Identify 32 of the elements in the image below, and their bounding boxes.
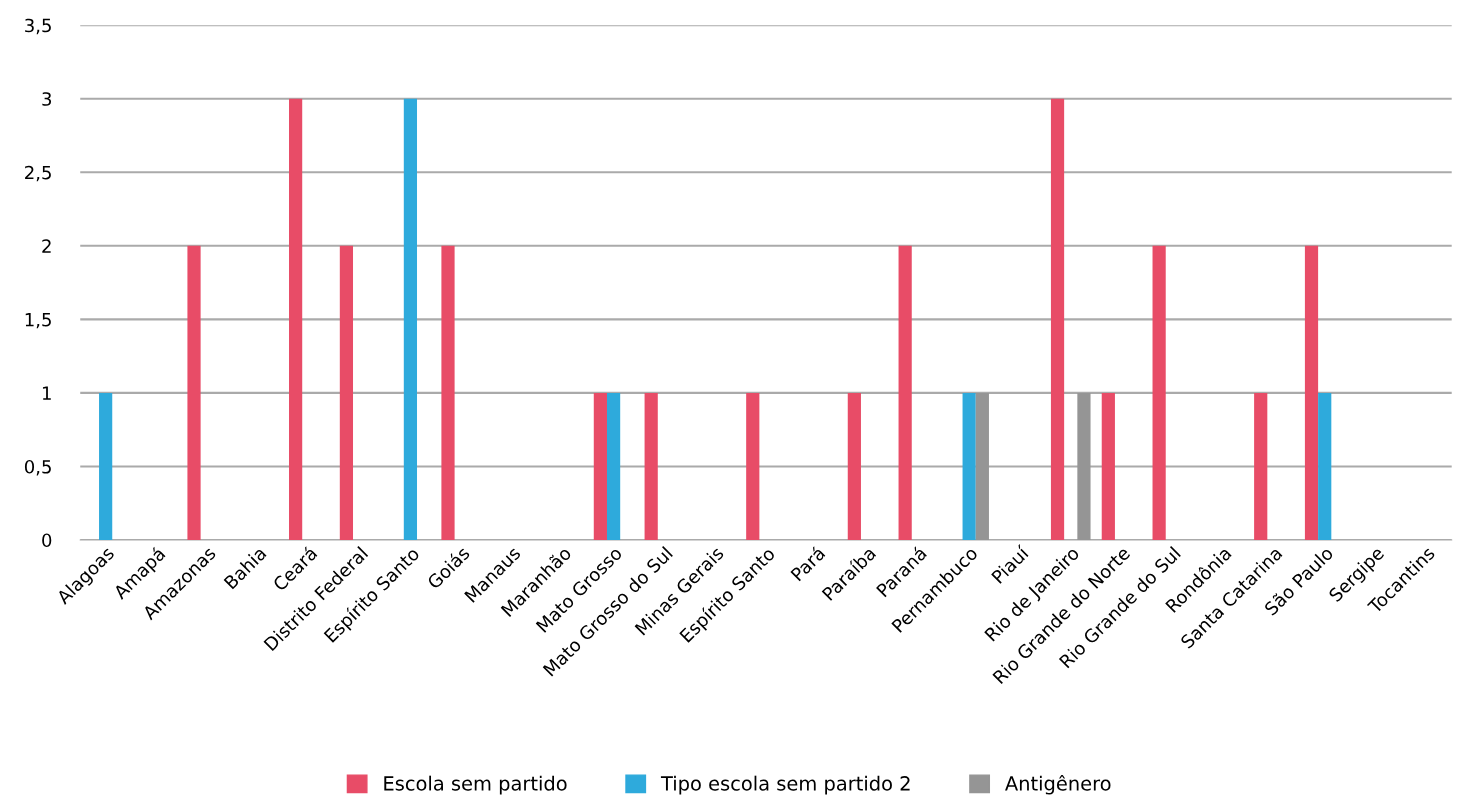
bar (1254, 392, 1268, 540)
y-tick-label: 2 (42, 239, 51, 253)
y-tick-label: 3,5 (25, 18, 51, 35)
y-tick-label: 3 (42, 92, 52, 106)
legend-label: Escola sem partido (384, 775, 567, 795)
bar (847, 392, 861, 540)
bar (1304, 245, 1319, 540)
y-tick-label: 1 (42, 386, 51, 400)
bar (1152, 245, 1166, 540)
legend-label: Antigênero (1005, 774, 1111, 795)
bar (644, 392, 658, 540)
bar (962, 392, 976, 540)
y-tick-label: 2,5 (25, 165, 51, 182)
bar (441, 245, 455, 540)
bar (99, 392, 113, 540)
bar (1101, 392, 1115, 540)
y-tick-label: 0,5 (24, 459, 51, 476)
bar (975, 392, 989, 540)
bar (339, 245, 354, 540)
bar (1318, 392, 1332, 540)
bar (289, 98, 303, 540)
bar (593, 392, 607, 540)
legend-label: Tipo escola sem partido 2 (660, 775, 910, 795)
bar (403, 98, 418, 540)
bar (606, 392, 621, 540)
bar (187, 245, 201, 540)
y-tick-label: 1,5 (25, 313, 51, 329)
bar (1050, 98, 1065, 540)
bar (746, 392, 760, 540)
y-tick-label: 0 (42, 533, 52, 548)
bar (898, 245, 912, 540)
bar (1077, 392, 1091, 540)
